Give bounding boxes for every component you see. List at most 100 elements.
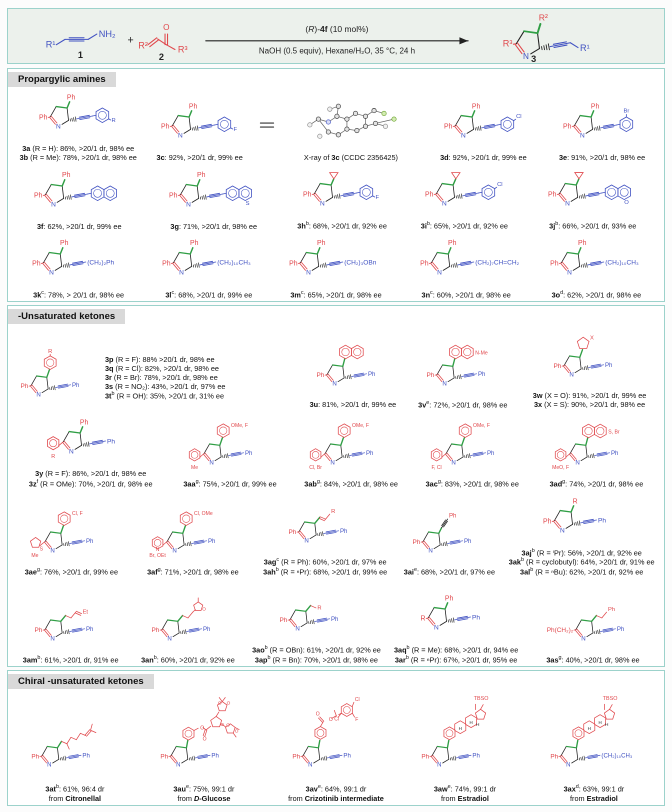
structure-3ax: Ph N (CH₂)₁₀CH₃ TBSO H H H <box>542 691 646 783</box>
structure-3u: Ph N Ph <box>308 335 398 399</box>
svg-text:N: N <box>308 763 312 769</box>
section-3: Chiral -unsaturated ketones Ph N Ph 3atb: 61… <box>7 670 665 806</box>
caption-3a: 3a (R = H): 86%, >20/1 dr, 98% ee 3b (R =… <box>19 144 137 163</box>
svg-text:N: N <box>331 459 335 466</box>
svg-text:Ph: Ph <box>598 517 606 524</box>
structure-3c: Ph N F Ph <box>152 98 248 152</box>
structure-3a: Ph N R Ph <box>30 89 126 143</box>
svg-text:O: O <box>329 717 333 723</box>
structure-3ag: Ph N Ph R <box>280 492 370 556</box>
svg-text:N: N <box>461 132 466 139</box>
svg-text:(CH₂)₂Ph: (CH₂)₂Ph <box>87 259 114 266</box>
svg-text:N: N <box>442 201 447 208</box>
svg-text:N: N <box>156 547 160 553</box>
svg-text:Ph: Ph <box>20 382 28 389</box>
structure-3m: Ph N (CH₂)₃OBn Ph <box>280 235 391 289</box>
svg-text:Ph: Ph <box>203 626 210 633</box>
svg-text:N: N <box>176 763 180 769</box>
svg-text:R³: R³ <box>178 44 188 54</box>
svg-text:N: N <box>69 449 74 456</box>
svg-text:N: N <box>437 269 442 276</box>
entry-3a: Ph N R Ph 3a (R = H): 86%, >20/1 dr, 98% ee 3… <box>12 89 144 162</box>
svg-text:O: O <box>163 23 169 32</box>
caption-3af: 3afg: 71%, >20/1 dr, 98% ee <box>147 566 239 576</box>
svg-text:TBSO: TBSO <box>603 696 618 702</box>
structure-3aq: R N Ph Ph <box>408 590 504 644</box>
svg-text:OMe, F: OMe, F <box>473 422 490 428</box>
entry-3c: Ph N F Ph 3c: 92%, >20/1 dr, 99% ee <box>144 98 254 162</box>
caption-3c: 3c: 92%, >20/1 dr, 99% ee <box>156 153 243 163</box>
svg-text:Ph: Ph <box>34 192 43 199</box>
svg-text:N: N <box>179 269 184 276</box>
product-row: R N Ph Ph 3y (R = F): 86%, >20/1 dr, 98% ee 3… <box>8 412 664 491</box>
caption-3aa: 3aag: 75%, >20/1 dr, 99% ee <box>183 478 277 488</box>
caption-3m: 3mc: 65%, >20/1 dr, 98% ee <box>290 289 382 300</box>
svg-text:Ph: Ph <box>478 371 485 378</box>
svg-text:H: H <box>459 726 462 731</box>
svg-text:Cl: Cl <box>334 717 339 723</box>
structure-3as: Ph(CH₂)₂ N Ph Ph <box>539 590 647 654</box>
structure-3f: Ph N Ph <box>25 167 133 221</box>
structure-3am: Ph N Ph Et <box>26 590 116 654</box>
caption-3aw: 3awe: 74%, 99:1 dr from Estradiol <box>433 784 497 803</box>
svg-text:NaOH (0.5 equiv), Hexane/H₂O,: NaOH (0.5 equiv), Hexane/H₂O, 35 °C, 24 … <box>259 46 415 55</box>
svg-text:Ph: Ph <box>34 626 42 633</box>
caption-3an: 3anb: 60%, >20/1 dr, 92% ee <box>141 654 235 665</box>
svg-text:N: N <box>567 269 572 276</box>
svg-text:Ph: Ph <box>445 595 454 602</box>
svg-text:Ph: Ph <box>608 607 615 613</box>
svg-text:Ph: Ph <box>169 192 178 199</box>
svg-text:N: N <box>569 372 573 379</box>
section-1: Propargylic amines Ph N R Ph 3a (R = H): 86%,… <box>7 68 665 303</box>
svg-text:Cl: Cl <box>516 114 521 120</box>
svg-text:O: O <box>235 729 239 735</box>
structure-3w: Ph N Ph X <box>545 326 635 390</box>
svg-text:H: H <box>476 722 479 727</box>
structure-3ao: Ph N Ph R <box>271 580 361 644</box>
svg-text:Ph: Ph <box>448 240 457 247</box>
svg-text:R²: R² <box>539 13 548 23</box>
entry-3y: R N Ph Ph 3y (R = F): 86%, >20/1 dr, 98% ee 3… <box>12 414 169 488</box>
svg-text:R³: R³ <box>503 39 513 49</box>
product-row: Ph N Ph R 3p (R = F): 88% >20/1 dr, 98% ee 3q… <box>8 324 664 411</box>
svg-text:Ph: Ph <box>449 512 456 519</box>
entry-3f: Ph N Ph 3f: 62%, >20/1 dr, 99% ee <box>12 167 146 231</box>
caption-3av: 3ave: 64%, 99:1 dr from Crizotinib interm… <box>288 784 384 803</box>
entry-3k: Ph N (CH₂)₂Ph Ph 3kc: 78%, > 20/1 dr, 98% ee <box>12 235 145 300</box>
caption-3w: 3w (X = O): 91%, >20/1 dr, 99% ee 3x (X =… <box>532 391 647 410</box>
svg-text:S: S <box>245 201 249 207</box>
svg-text:Ph: Ph <box>366 450 373 457</box>
caption-3ao: 3aob (R = OBn): 61%, >20/1 dr, 92% ee 3ap… <box>252 645 381 665</box>
svg-text:R: R <box>318 606 322 612</box>
caption-3k: 3kc: 78%, > 20/1 dr, 98% ee <box>33 289 125 300</box>
svg-text:Br, OEt: Br, OEt <box>149 552 166 558</box>
svg-text:Ph: Ph <box>86 626 93 633</box>
entry-3j: Ph N O 3jb: 66%, >20/1 dr, 93% ee <box>526 166 660 231</box>
svg-text:F: F <box>233 127 237 133</box>
svg-text:N: N <box>50 635 54 642</box>
reaction-scheme: R¹ NH₂ 1 + R² O R³ 2 (R)-4f (10 mol%) NaOH (0.5 e… <box>7 8 665 64</box>
svg-text:+: + <box>128 35 134 47</box>
svg-text:Ph: Ph <box>605 362 612 369</box>
svg-text:Ph: Ph <box>421 753 429 760</box>
svg-text:Ph: Ph <box>543 518 552 525</box>
structure-3v: Ph N Ph N-Me <box>418 335 508 399</box>
svg-text:F: F <box>376 195 380 201</box>
svg-text:Ph: Ph <box>331 616 338 623</box>
entry-3aa: Me N Ph OMe, F 3aag: 75%, >20/1 dr, 99% ee <box>169 414 290 489</box>
svg-text:N: N <box>178 132 183 139</box>
svg-text:O: O <box>226 723 230 729</box>
svg-text:X: X <box>590 336 594 342</box>
structure-3d: Ph N Cl Ph <box>435 98 531 152</box>
entry-3p: Ph N Ph R 3p (R = F): 88% >20/1 dr, 98% ee 3q… <box>12 346 299 410</box>
svg-text:Ph: Ph <box>413 538 421 545</box>
svg-text:N: N <box>305 537 309 544</box>
svg-text:N: N <box>580 132 585 139</box>
svg-text:Ph: Ph <box>161 123 170 130</box>
svg-text:Ph: Ph <box>426 372 434 379</box>
svg-text:N: N <box>581 635 585 642</box>
entry-3ab: Cl, Br N Ph OMe, F 3abg: 84%, >20/1 dr, 98% … <box>291 414 412 489</box>
section-title: Chiral -unsaturated ketones <box>8 674 154 690</box>
svg-text:Ph: Ph <box>280 617 288 624</box>
svg-text:Ph: Ph <box>563 123 572 130</box>
